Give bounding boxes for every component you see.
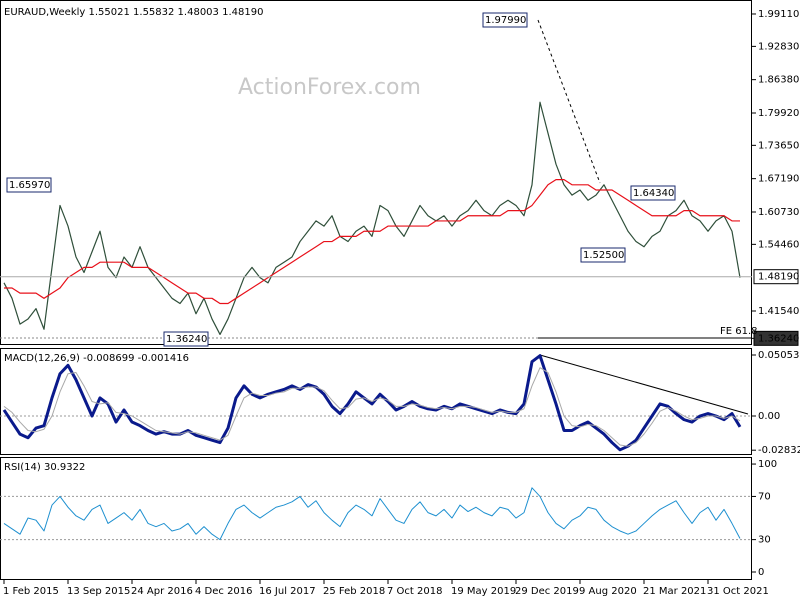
series-line (3, 367, 741, 447)
annotation-box (163, 331, 209, 347)
annotation: 1.64340 (633, 188, 674, 199)
x-tick-label: 9 Aug 2020 (579, 586, 637, 597)
series-line (3, 101, 741, 336)
y-tick-label: 1.60730 (758, 207, 799, 218)
x-tick-label: 16 Jul 2017 (259, 586, 316, 597)
panel-title: RSI(14) 30.9322 (4, 462, 85, 473)
x-tick-label: 31 Oct 2021 (707, 586, 769, 597)
y-tick-label: 1.67190 (758, 174, 799, 185)
price-level-label: 1.48190 (758, 272, 799, 283)
y-tick-label: 1.92830 (758, 41, 799, 52)
annotation: 1.52500 (583, 250, 624, 261)
x-tick-label: 13 Sep 2015 (67, 586, 130, 597)
y-tick-label: 70 (758, 491, 771, 502)
y-tick-label: 1.99110 (758, 9, 799, 20)
annotation: 1.65970 (9, 180, 50, 191)
x-tick-label: 25 Feb 2018 (323, 586, 385, 597)
x-tick-label: 29 Dec 2019 (515, 586, 579, 597)
x-tick-label: 21 Mar 2021 (643, 586, 706, 597)
annotation-box (630, 185, 676, 201)
price-level-label: 1.36240 (758, 333, 799, 344)
y-tick-label: 1.54460 (758, 239, 799, 250)
watermark: ActionForex.com (238, 75, 421, 100)
annotation: 1.97990 (485, 15, 526, 26)
y-tick-label: 1.73650 (758, 140, 799, 151)
x-tick-label: 7 Oct 2018 (387, 586, 442, 597)
annotation: FE 61.8 (720, 326, 758, 337)
panel-title: EURAUD,Weekly 1.55021 1.55832 1.48003 1.… (4, 7, 263, 18)
x-tick-label: 4 Dec 2016 (195, 586, 253, 597)
trend-line (537, 19, 601, 184)
annotation-box (482, 12, 528, 28)
y-tick-label: 100 (758, 459, 777, 470)
y-tick-label: 0.00 (758, 411, 780, 422)
y-tick-label: -0.028323 (758, 445, 800, 456)
series-line (3, 487, 741, 541)
x-tick-label: 1 Feb 2015 (3, 586, 59, 597)
macd-panel (0, 348, 752, 455)
y-tick-label: 30 (758, 535, 771, 546)
annotation-box (580, 247, 626, 263)
y-tick-label: 0.05053 (758, 350, 799, 361)
rsi-panel (0, 457, 752, 580)
y-tick-label: 1.41540 (758, 306, 799, 317)
series-line (2, 354, 742, 452)
annotation-box (6, 177, 52, 193)
y-tick-label: 1.79920 (758, 108, 799, 119)
macd-trend-line (539, 354, 749, 415)
x-tick-label: 19 May 2019 (451, 586, 516, 597)
y-tick-label: 1.86380 (758, 75, 799, 86)
price-panel (0, 0, 752, 345)
annotation: 1.36240 (166, 334, 207, 345)
price-level-box (753, 330, 799, 346)
y-tick-label: 0 (758, 567, 764, 578)
x-tick-label: 24 Apr 2016 (131, 586, 193, 597)
panel-title: MACD(12,26,9) -0.008699 -0.001416 (4, 353, 189, 364)
series-line (4, 179, 740, 305)
price-level-box (753, 269, 799, 285)
